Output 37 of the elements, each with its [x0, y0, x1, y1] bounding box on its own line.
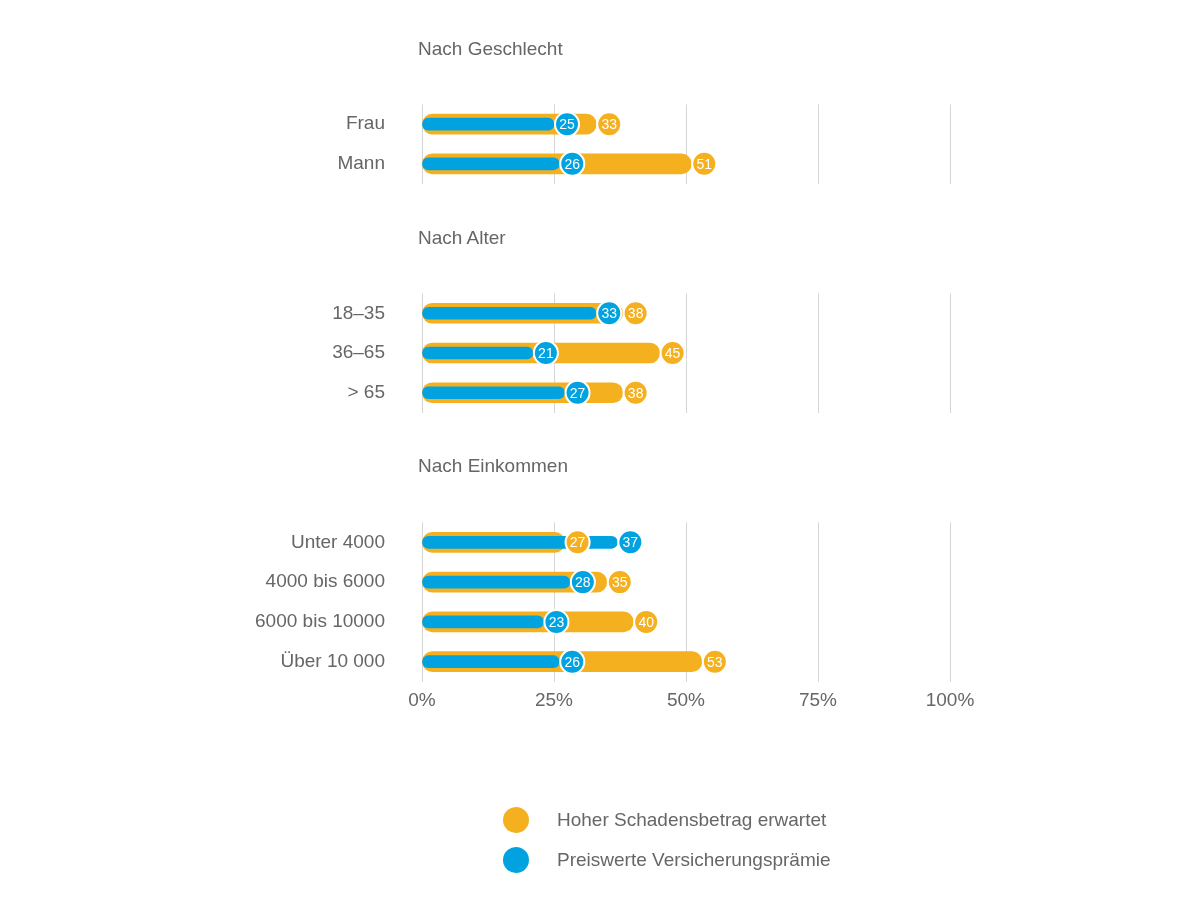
- chart-title: Nach Einkommen: [418, 455, 568, 477]
- data-label: 40: [638, 613, 655, 630]
- data-label: 53: [707, 653, 723, 670]
- legend-label: Hoher Schadensbetrag erwartet: [557, 809, 827, 831]
- y-tick-label: Mann: [337, 151, 385, 173]
- x-tick-label: 0%: [408, 688, 436, 710]
- chart-title: Nach Alter: [418, 227, 506, 249]
- data-label: 26: [564, 653, 581, 670]
- legend-label: Preiswerte Versicherungsprämie: [557, 849, 831, 871]
- chart-title: Nach Geschlecht: [418, 38, 563, 60]
- data-label: 38: [627, 384, 644, 401]
- y-tick-label: 18–35: [332, 301, 385, 323]
- data-label: 21: [538, 344, 554, 361]
- y-tick-label: 4000 bis 6000: [265, 569, 385, 591]
- data-label: 23: [548, 613, 565, 630]
- data-label: 28: [575, 573, 591, 590]
- x-tick-label: 100%: [925, 688, 975, 710]
- data-label: 26: [564, 155, 581, 172]
- data-label: 33: [601, 115, 618, 132]
- x-tick-label: 25%: [534, 688, 574, 710]
- y-tick-label: Über 10 000: [280, 649, 385, 671]
- data-label: 27: [569, 384, 586, 401]
- data-label: 37: [622, 533, 639, 550]
- y-tick-label: 6000 bis 10000: [255, 609, 385, 631]
- data-label: 25: [559, 115, 575, 132]
- data-label: 45: [664, 344, 681, 361]
- y-tick-label: Unter 4000: [290, 530, 385, 552]
- data-label: 51: [696, 155, 713, 172]
- data-label: 33: [601, 304, 618, 321]
- y-tick-label: Frau: [345, 112, 385, 134]
- data-label: 38: [627, 304, 644, 321]
- y-tick-label: 36–65: [332, 340, 385, 362]
- data-label: 35: [612, 573, 628, 590]
- x-tick-label: 75%: [798, 688, 838, 710]
- x-tick-label: 50%: [666, 688, 706, 710]
- y-tick-label: > 65: [347, 380, 385, 402]
- data-label: 27: [569, 533, 586, 550]
